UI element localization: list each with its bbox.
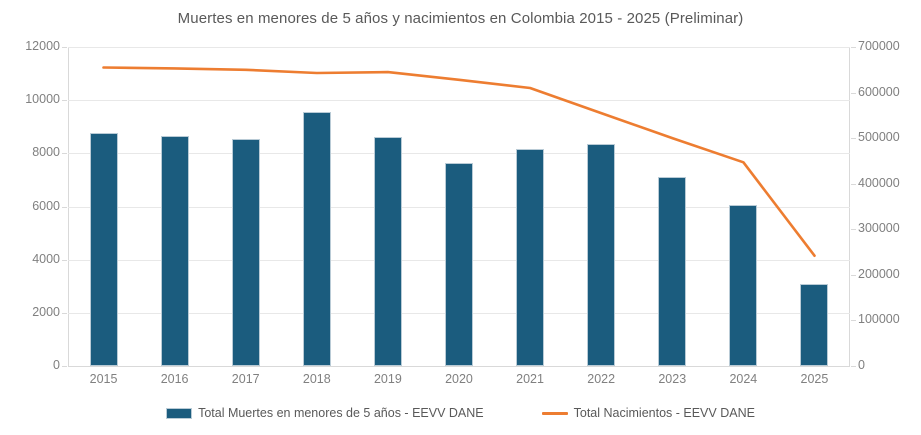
- legend-item-label: Total Muertes en menores de 5 años - EEV…: [198, 406, 484, 420]
- y-axis-right-tick: [851, 229, 856, 230]
- y-axis-left-tick: [62, 153, 67, 154]
- y-axis-left-tick-label: 6000: [32, 198, 60, 213]
- y-axis-right-tick: [851, 138, 856, 139]
- x-axis-label-2016: 2016: [160, 372, 189, 386]
- legend-item-1[interactable]: Total Muertes en menores de 5 años - EEV…: [166, 406, 484, 420]
- y-axis-right-tick: [851, 47, 856, 48]
- axis-baseline: [68, 366, 850, 367]
- y-axis-right-tick: [851, 275, 856, 276]
- y-axis-right-tick-label: 0: [858, 358, 865, 372]
- chart-legend: Total Muertes en menores de 5 años - EEV…: [0, 402, 921, 424]
- y-axis-left-tick-label: 12000: [25, 39, 60, 53]
- gridline: [68, 153, 850, 154]
- y-axis-left-tick: [62, 260, 67, 261]
- chart-title: Muertes en menores de 5 años y nacimient…: [177, 10, 744, 27]
- plot-left-border: [68, 47, 69, 366]
- plot-area: [68, 47, 850, 367]
- y-axis-left-tick-label: 2000: [32, 304, 60, 319]
- x-axis-label-2021: 2021: [516, 372, 544, 386]
- y-axis-left: 0 2000 4000 6000 8000 10000 12000: [0, 0, 60, 435]
- legend-item-2[interactable]: Total Nacimientos - EEVV DANE: [541, 406, 755, 420]
- y-axis-right-tick: [851, 366, 856, 367]
- gridline: [68, 47, 850, 48]
- line-path[interactable]: [102, 66, 816, 257]
- x-axis-label-2019: 2019: [373, 372, 402, 386]
- x-axis-label-2017: 2017: [231, 372, 260, 386]
- bar-2017[interactable]: [232, 139, 260, 366]
- y-axis-right-tick-label: 500000: [858, 130, 900, 145]
- x-axis-label-2022: 2022: [587, 372, 616, 386]
- bar-2024[interactable]: [729, 205, 757, 366]
- x-axis-label-2025: 2025: [800, 372, 829, 386]
- bar-2021[interactable]: [516, 149, 544, 366]
- line-series-nacimientos: [102, 66, 816, 257]
- legend-line-swatch-icon: [541, 411, 568, 415]
- gridline: [68, 100, 850, 101]
- y-axis-right-tick-label: 100000: [858, 312, 900, 327]
- bar-2022[interactable]: [587, 144, 615, 366]
- y-axis-right-tick: [851, 184, 856, 185]
- bar-2020[interactable]: [445, 163, 473, 366]
- x-axis-label-2020: 2020: [445, 372, 473, 386]
- bar-2018[interactable]: [303, 112, 331, 366]
- y-axis-right-tick-label: 700000: [858, 39, 900, 53]
- x-axis: 2015 2016 2017 2018 2019 2020 2021 2022 2023 2024…: [68, 368, 850, 390]
- y-axis-right-tick-label: 300000: [858, 221, 900, 236]
- y-axis-right-tick-label: 400000: [858, 175, 900, 190]
- y-axis-left-tick: [62, 313, 67, 314]
- y-axis-left-tick-label: 4000: [32, 251, 60, 266]
- x-axis-label-2023: 2023: [658, 372, 687, 386]
- legend-item-label: Total Nacimientos - EEVV DANE: [573, 406, 755, 420]
- y-axis-right: 0 100000 200000 300000 400000 500000 600000 700…: [858, 0, 921, 435]
- bar-2019[interactable]: [374, 137, 402, 366]
- y-axis-left-tick: [62, 100, 67, 101]
- bar-2025[interactable]: [800, 284, 828, 366]
- y-axis-right-tick: [851, 320, 856, 321]
- y-axis-left-tick-label: 0: [53, 358, 60, 372]
- x-axis-label-2018: 2018: [302, 372, 331, 386]
- x-axis-label-2024: 2024: [729, 372, 758, 386]
- y-axis-right-tick-label: 600000: [858, 84, 900, 99]
- y-axis-left-tick: [62, 47, 67, 48]
- legend-bar-swatch-icon: [166, 407, 193, 419]
- y-axis-left-tick: [62, 366, 67, 367]
- x-axis-label-2015: 2015: [89, 372, 118, 386]
- y-axis-right-tick-label: 200000: [858, 266, 900, 281]
- bar-2023[interactable]: [658, 177, 686, 366]
- y-axis-right-tick: [851, 93, 856, 94]
- y-axis-left-tick: [62, 207, 67, 208]
- bar-2016[interactable]: [161, 136, 189, 366]
- bar-2015[interactable]: [90, 133, 118, 366]
- y-axis-left-tick-label: 8000: [32, 145, 60, 160]
- y-axis-left-tick-label: 10000: [25, 92, 60, 107]
- plot-right-border: [849, 47, 850, 366]
